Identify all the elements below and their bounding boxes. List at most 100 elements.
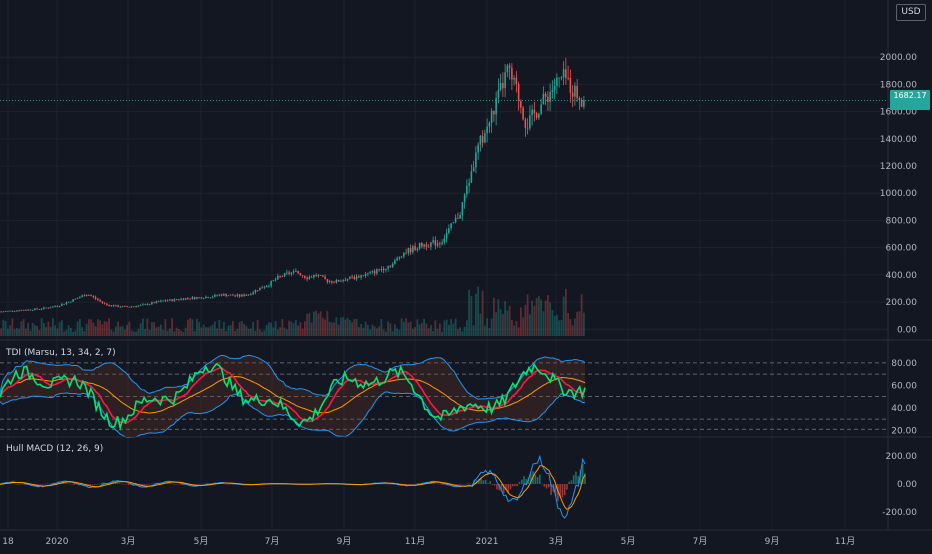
candle-body <box>560 77 563 79</box>
volume-bar <box>24 328 27 336</box>
candle-body <box>223 294 225 296</box>
macd-histogram-bar <box>489 481 491 484</box>
volume-bar <box>132 331 135 336</box>
candle-body <box>358 276 360 278</box>
volume-bar <box>182 331 185 336</box>
macd-histogram-bar <box>554 484 557 497</box>
candle-body <box>430 242 432 247</box>
candle-body <box>405 252 407 254</box>
volume-bar <box>382 329 385 336</box>
macd-histogram-bar <box>116 482 119 484</box>
candle-body <box>117 305 119 307</box>
candle-body <box>94 297 97 299</box>
volume-bar <box>495 312 498 336</box>
candle-body <box>452 222 455 224</box>
candle-body <box>544 93 547 97</box>
macd-histogram-bar <box>143 484 146 485</box>
candle-body <box>128 306 131 308</box>
macd-histogram-bar <box>455 484 458 486</box>
volume-bar <box>438 323 441 336</box>
volume-bar <box>378 326 381 336</box>
volume-bar <box>555 315 558 336</box>
volume-bar <box>40 318 43 336</box>
price-tick-label: 200.00 <box>886 298 918 308</box>
candle-body <box>524 119 527 128</box>
candle-body <box>569 78 572 93</box>
volume-bar <box>63 331 66 336</box>
candle-body <box>133 306 135 308</box>
candle-body <box>486 126 488 134</box>
volume-bar <box>283 327 286 336</box>
currency-badge[interactable]: USD <box>896 4 926 21</box>
volume-bar <box>150 322 153 336</box>
candle-body <box>549 92 551 102</box>
candle-body <box>13 311 16 312</box>
candle-body <box>351 276 353 278</box>
macd-histogram-bar <box>229 484 232 485</box>
volume-bar <box>420 322 423 336</box>
candle-body <box>295 271 297 272</box>
volume-bar <box>450 319 453 336</box>
candle-body <box>367 273 369 274</box>
volume-bar <box>513 325 516 336</box>
volume-bar <box>162 330 165 336</box>
volume-bar <box>130 330 133 336</box>
candle-body <box>416 248 419 251</box>
volume-bar <box>20 321 23 336</box>
candle-body <box>472 167 475 172</box>
volume-bar <box>515 321 518 336</box>
candle-body <box>517 83 520 101</box>
candle-body <box>263 287 266 288</box>
volume-bar <box>117 321 120 336</box>
volume-bar <box>517 327 520 336</box>
volume-bar <box>319 311 322 336</box>
volume-bar <box>108 318 111 336</box>
volume-bar <box>13 329 16 336</box>
candle-body <box>396 258 398 261</box>
volume-bar <box>292 323 295 336</box>
candle-body <box>553 86 556 91</box>
macd-histogram-bar <box>511 484 514 487</box>
candle-body <box>63 303 65 305</box>
candle-body <box>29 309 32 311</box>
volume-bar <box>258 329 261 336</box>
macd-histogram-bar <box>534 474 537 484</box>
volume-bar <box>312 311 315 336</box>
candle-body <box>468 182 470 186</box>
volume-bar <box>218 319 221 336</box>
candle-body <box>391 263 394 267</box>
volume-bar <box>249 328 252 336</box>
volume-bar <box>11 318 14 336</box>
candle-body <box>580 99 583 107</box>
volume-bar <box>254 330 257 336</box>
candle-body <box>97 298 99 301</box>
volume-bar <box>400 318 403 336</box>
price-tick-label: 2000.00 <box>880 53 917 63</box>
volume-bar <box>528 314 531 336</box>
macd-histogram-bar <box>545 484 548 489</box>
volume-bar <box>546 294 549 336</box>
candle-body <box>265 286 268 288</box>
candle-body <box>92 296 95 298</box>
macd-histogram-bar <box>498 484 500 491</box>
macd-histogram-bar <box>46 483 49 485</box>
macd-histogram-bar <box>331 483 333 485</box>
macd-histogram-bar <box>87 484 89 486</box>
candle-body <box>247 294 250 296</box>
macd-histogram-bar <box>64 483 67 484</box>
candle-body <box>126 306 128 307</box>
candle-body <box>225 294 227 296</box>
candle-body <box>243 294 245 296</box>
tdi-tick-label: 60.00 <box>891 381 917 391</box>
volume-bar <box>166 330 169 336</box>
volume-bar <box>465 320 468 336</box>
price-tick-label: 1400.00 <box>880 135 917 145</box>
candle-body <box>470 171 473 183</box>
macd-histogram-bar <box>509 484 512 490</box>
candle-body <box>99 300 101 302</box>
candle-body <box>279 275 281 277</box>
macd-title: Hull MACD (12, 26, 9) <box>6 444 103 454</box>
